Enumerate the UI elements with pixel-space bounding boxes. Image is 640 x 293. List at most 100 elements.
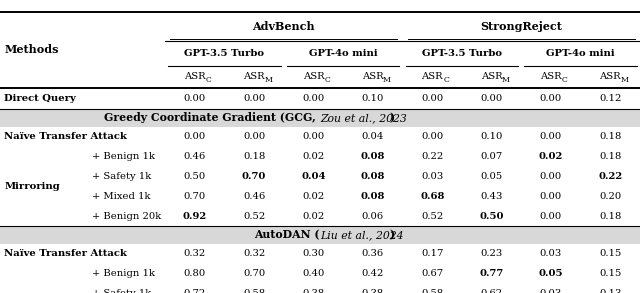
Text: 0.02: 0.02: [302, 212, 324, 221]
Text: 0.10: 0.10: [362, 94, 384, 103]
Text: ASR: ASR: [303, 72, 324, 81]
Text: ASR: ASR: [540, 72, 562, 81]
Text: 0.20: 0.20: [599, 192, 621, 201]
Text: AutoDAN (: AutoDAN (: [255, 229, 320, 241]
Text: GPT-3.5 Turbo: GPT-3.5 Turbo: [184, 49, 264, 58]
Text: 0.46: 0.46: [243, 192, 266, 201]
Text: 0.70: 0.70: [242, 172, 266, 181]
Text: + Mixed 1k: + Mixed 1k: [92, 192, 150, 201]
Text: 0.23: 0.23: [481, 249, 503, 258]
Text: Greedy Coordinate Gradient (GCG,: Greedy Coordinate Gradient (GCG,: [104, 112, 320, 123]
Text: 0.05: 0.05: [481, 172, 503, 181]
Text: 0.02: 0.02: [302, 152, 324, 161]
Text: 0.03: 0.03: [540, 249, 562, 258]
Text: 0.04: 0.04: [301, 172, 326, 181]
Text: 0.52: 0.52: [243, 212, 266, 221]
Text: 0.38: 0.38: [302, 289, 324, 293]
Text: ASR: ASR: [184, 72, 205, 81]
Text: 0.13: 0.13: [599, 289, 621, 293]
Text: 0.00: 0.00: [540, 212, 562, 221]
Text: + Safety 1k: + Safety 1k: [92, 172, 151, 181]
Text: ASR: ASR: [362, 72, 384, 81]
Text: 0.00: 0.00: [184, 94, 206, 103]
Text: 0.07: 0.07: [481, 152, 503, 161]
Text: ASR: ASR: [243, 72, 265, 81]
Text: 0.46: 0.46: [184, 152, 206, 161]
Text: 0.58: 0.58: [243, 289, 266, 293]
Text: 0.10: 0.10: [481, 132, 503, 141]
Text: 0.06: 0.06: [362, 212, 384, 221]
Text: 0.00: 0.00: [540, 94, 562, 103]
Text: 0.00: 0.00: [243, 132, 266, 141]
Text: ): ): [390, 229, 395, 241]
Text: 0.42: 0.42: [362, 269, 384, 278]
Text: 0.18: 0.18: [243, 152, 266, 161]
Text: 0.12: 0.12: [599, 94, 621, 103]
Text: 0.00: 0.00: [302, 94, 324, 103]
Text: 0.02: 0.02: [302, 192, 324, 201]
Text: Naïve Transfer Attack: Naïve Transfer Attack: [4, 132, 127, 141]
Text: 0.08: 0.08: [361, 192, 385, 201]
Text: Mirroring: Mirroring: [4, 182, 60, 191]
Text: 0.67: 0.67: [421, 269, 444, 278]
Text: 0.18: 0.18: [599, 212, 621, 221]
Text: 0.77: 0.77: [479, 269, 504, 278]
Text: ASR: ASR: [481, 72, 502, 81]
Text: 0.00: 0.00: [540, 172, 562, 181]
Text: M: M: [502, 76, 509, 84]
Text: AdvBench: AdvBench: [253, 21, 315, 32]
Text: 0.22: 0.22: [421, 152, 444, 161]
Text: 0.05: 0.05: [539, 269, 563, 278]
Text: 0.17: 0.17: [421, 249, 444, 258]
Text: Naïve Transfer Attack: Naïve Transfer Attack: [4, 249, 127, 258]
Text: 0.30: 0.30: [302, 249, 324, 258]
Text: 0.36: 0.36: [362, 249, 384, 258]
Text: C: C: [206, 76, 212, 84]
Bar: [0, 226, 640, 244]
Text: ASR: ASR: [600, 72, 621, 81]
Text: + Safety 1k: + Safety 1k: [92, 289, 151, 293]
Text: + Benign 1k: + Benign 1k: [92, 269, 154, 278]
Text: 0.00: 0.00: [243, 94, 266, 103]
Text: 0.00: 0.00: [421, 94, 444, 103]
Text: 0.15: 0.15: [599, 269, 621, 278]
Text: GPT-4o mini: GPT-4o mini: [547, 49, 615, 58]
Text: ASR: ASR: [421, 72, 443, 81]
Text: 0.70: 0.70: [243, 269, 266, 278]
Text: 0.80: 0.80: [184, 269, 206, 278]
Text: 0.00: 0.00: [481, 94, 503, 103]
Text: Direct Query: Direct Query: [4, 94, 76, 103]
Text: M: M: [264, 76, 272, 84]
Text: 0.00: 0.00: [184, 132, 206, 141]
Text: 0.72: 0.72: [184, 289, 206, 293]
Text: M: M: [383, 76, 391, 84]
Text: 0.92: 0.92: [182, 212, 207, 221]
Text: 0.00: 0.00: [540, 192, 562, 201]
Text: GPT-4o mini: GPT-4o mini: [309, 49, 378, 58]
Text: ): ): [390, 112, 395, 123]
Text: 0.02: 0.02: [539, 152, 563, 161]
Text: 0.50: 0.50: [184, 172, 206, 181]
Text: Methods: Methods: [4, 44, 59, 55]
Text: 0.62: 0.62: [481, 289, 502, 293]
Text: C: C: [444, 76, 449, 84]
Text: 0.04: 0.04: [362, 132, 384, 141]
Text: 0.15: 0.15: [599, 249, 621, 258]
Text: 0.18: 0.18: [599, 152, 621, 161]
Text: 0.32: 0.32: [243, 249, 266, 258]
Text: 0.38: 0.38: [362, 289, 384, 293]
Text: 0.08: 0.08: [361, 152, 385, 161]
Text: 0.00: 0.00: [540, 132, 562, 141]
Text: 0.40: 0.40: [302, 269, 324, 278]
Text: 0.70: 0.70: [184, 192, 206, 201]
Text: 0.52: 0.52: [421, 212, 444, 221]
Bar: [0, 109, 640, 127]
Text: 0.58: 0.58: [421, 289, 444, 293]
Text: 0.50: 0.50: [479, 212, 504, 221]
Text: 0.32: 0.32: [184, 249, 206, 258]
Text: 0.18: 0.18: [599, 132, 621, 141]
Text: Zou et al., 2023: Zou et al., 2023: [320, 113, 407, 123]
Text: GPT-3.5 Turbo: GPT-3.5 Turbo: [422, 49, 502, 58]
Text: 0.03: 0.03: [421, 172, 444, 181]
Text: C: C: [324, 76, 330, 84]
